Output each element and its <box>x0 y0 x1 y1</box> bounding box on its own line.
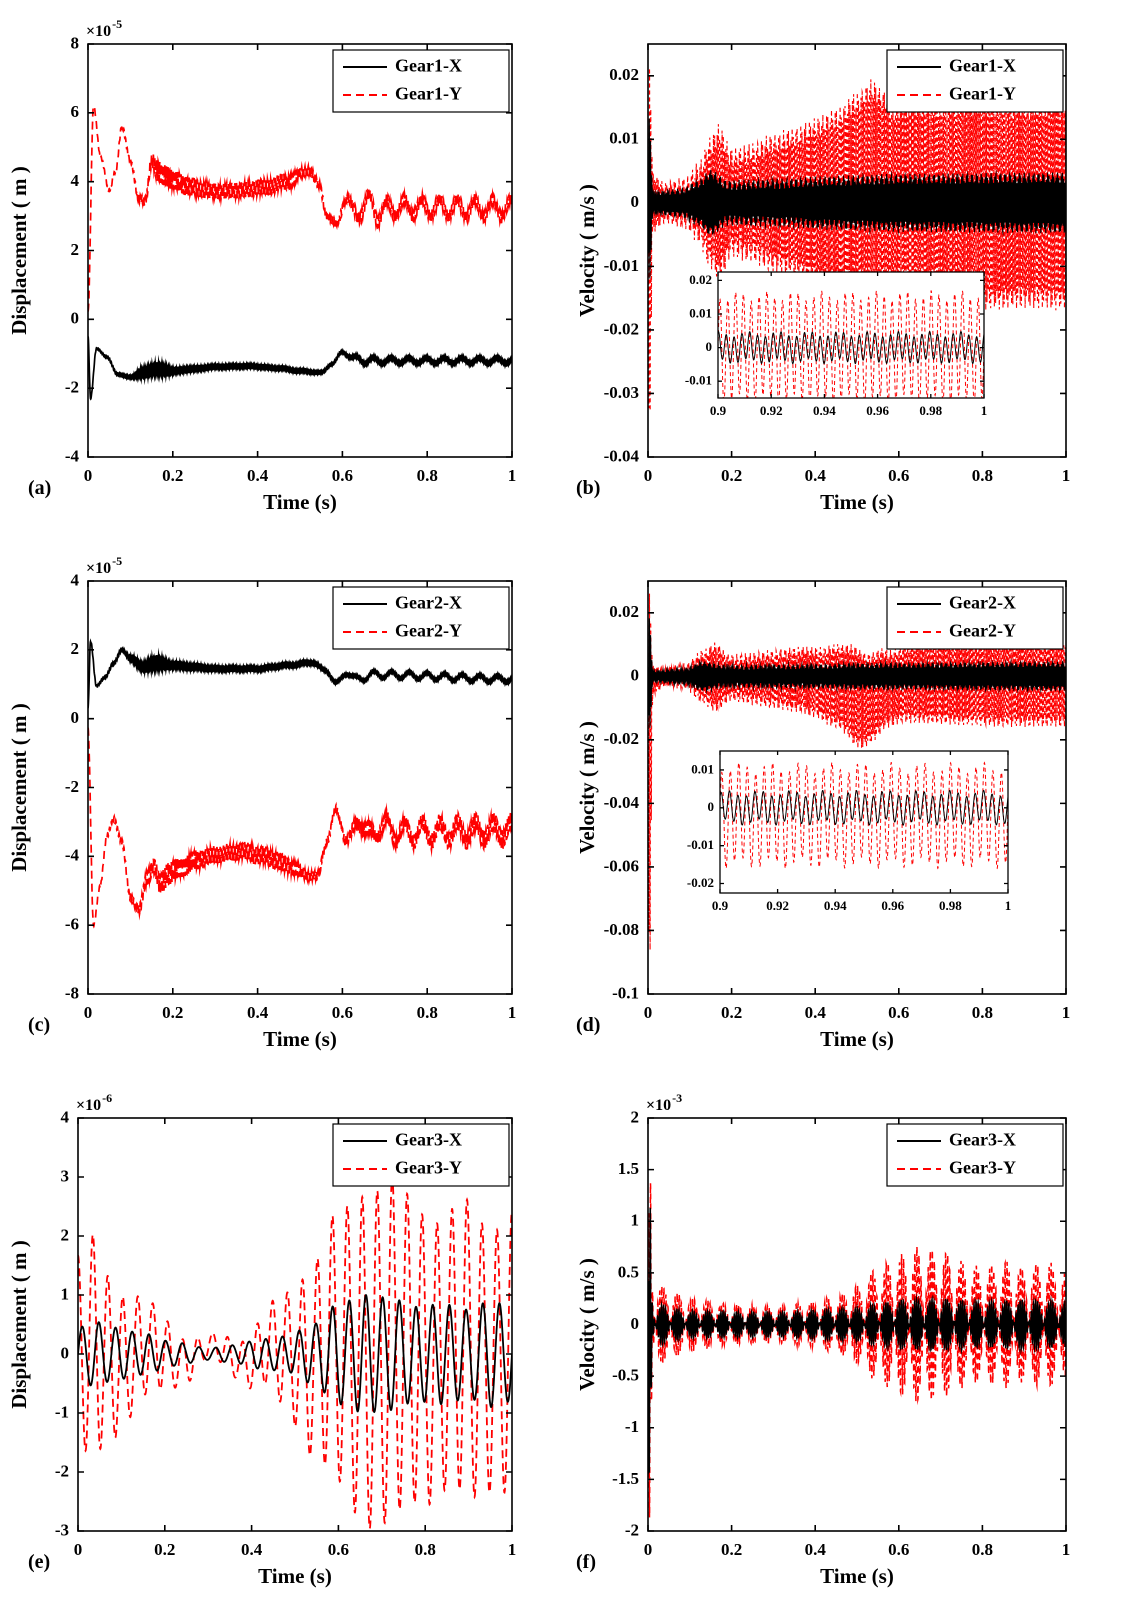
panel-letter: (e) <box>28 1551 51 1573</box>
panel-e-canvas <box>0 1074 568 1611</box>
panel-letter: (a) <box>28 477 52 499</box>
panel-f: (f) <box>568 1074 1136 1611</box>
panel-a: (a) <box>0 0 568 537</box>
panel-d-canvas <box>568 537 1136 1074</box>
panel-letter: (f) <box>576 1551 596 1573</box>
panel-e: (e) <box>0 1074 568 1611</box>
panel-c: (c) <box>0 537 568 1074</box>
panel-d: (d) <box>568 537 1136 1074</box>
panel-f-canvas <box>568 1074 1136 1611</box>
panel-c-canvas <box>0 537 568 1074</box>
panel-letter: (d) <box>576 1014 601 1036</box>
panel-b-canvas <box>568 0 1136 537</box>
panel-b: (b) <box>568 0 1136 537</box>
panel-a-canvas <box>0 0 568 537</box>
panel-letter: (b) <box>576 477 601 499</box>
panel-letter: (c) <box>28 1014 51 1036</box>
